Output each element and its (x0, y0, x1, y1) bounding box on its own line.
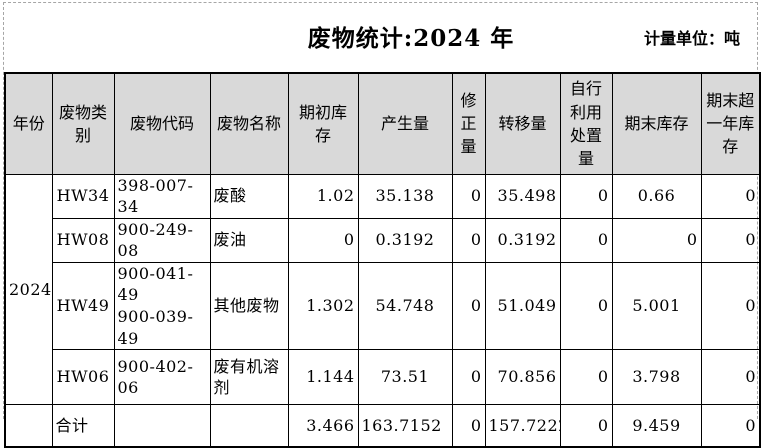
cell-corrected[interactable]: 0 (451, 349, 486, 406)
cell-closing[interactable]: 0.66 (611, 173, 702, 219)
year-cell[interactable]: 2024 (4, 173, 53, 406)
cell-self-disposed[interactable]: 0 (559, 261, 613, 351)
empty-name-cell[interactable] (209, 404, 289, 448)
cell-generated[interactable]: 54.748 (357, 261, 453, 351)
col-header-code[interactable]: 废物代码 (113, 72, 211, 175)
cell-generated[interactable]: 73.51 (357, 349, 453, 406)
total-opening[interactable]: 3.466 (287, 404, 359, 448)
cell-category[interactable]: HW06 (51, 349, 115, 406)
total-closing[interactable]: 9.459 (611, 404, 702, 448)
cell-transferred[interactable]: 51.049 (484, 261, 561, 351)
cell-category[interactable]: HW34 (51, 173, 115, 219)
total-over-one-year[interactable]: 0 (700, 404, 761, 448)
cell-closing[interactable]: 0 (611, 217, 702, 263)
col-header-closing-stock[interactable]: 期末库存 (611, 72, 702, 175)
col-header-over-one-year[interactable]: 期末超 一年库 存 (700, 72, 761, 175)
col-header-category[interactable]: 废物类 别 (51, 72, 115, 175)
cell-name[interactable]: 废有机溶剂 (209, 349, 289, 406)
col-header-opening-stock[interactable]: 期初库 存 (287, 72, 359, 175)
cell-code[interactable]: 900-041-49 900-039-49 (113, 261, 211, 351)
cell-self-disposed[interactable]: 0 (559, 173, 613, 219)
col-header-self-disposed[interactable]: 自行 利用 处置 量 (559, 72, 613, 175)
cell-over-one-year[interactable]: 0 (700, 349, 761, 406)
cell-category[interactable]: HW08 (51, 217, 115, 263)
cell-over-one-year[interactable]: 0 (700, 261, 761, 351)
cell-opening[interactable]: 1.144 (287, 349, 359, 406)
cell-name[interactable]: 其他废物 (209, 261, 289, 351)
cell-code[interactable]: 398-007-34 (113, 173, 211, 219)
cell-over-one-year[interactable]: 0 (700, 217, 761, 263)
table-row: 2024 HW34 398-007-34 废酸 1.02 35.138 0 35… (4, 173, 761, 406)
cell-opening[interactable]: 1.02 (287, 173, 359, 219)
cell-name[interactable]: 废油 (209, 217, 289, 263)
total-generated[interactable]: 163.7152 (357, 404, 453, 448)
cell-code[interactable]: 900-249-08 (113, 217, 211, 263)
table-row: HW08 900-249-08 废油 0 0.3192 0 0.3192 0 0… (5, 217, 761, 263)
table-row: HW06 900-402-06 废有机溶剂 1.144 73.51 0 70.8… (5, 349, 761, 406)
col-header-year[interactable]: 年份 (4, 72, 53, 175)
cell-over-one-year[interactable]: 0 (700, 173, 761, 219)
cell-generated[interactable]: 0.3192 (357, 217, 453, 263)
table-row: HW49 900-041-49 900-039-49 其他废物 1.302 54… (5, 261, 761, 351)
empty-year-cell[interactable] (4, 404, 53, 448)
unit-label: 计量单位：吨 (643, 29, 740, 48)
header-row: 年份 废物类 别 废物代码 废物名称 期初库 存 产生量 修 正 量 转移量 自… (4, 72, 761, 175)
cell-corrected[interactable]: 0 (451, 173, 486, 219)
cell-opening[interactable]: 1.302 (287, 261, 359, 351)
cell-self-disposed[interactable]: 0 (559, 349, 613, 406)
cell-closing[interactable]: 5.001 (611, 261, 702, 351)
col-header-name[interactable]: 废物名称 (209, 72, 289, 175)
col-header-corrected[interactable]: 修 正 量 (451, 72, 486, 175)
total-row: 合计 3.466 163.7152 0 157.7222 0 9.459 0 (4, 404, 761, 448)
cell-generated[interactable]: 35.138 (357, 173, 453, 219)
cell-transferred[interactable]: 70.856 (484, 349, 561, 406)
page-title: 废物统计:2024 年 (307, 25, 515, 52)
empty-code-cell[interactable] (113, 404, 211, 448)
cell-corrected[interactable]: 0 (451, 217, 486, 263)
col-header-generated[interactable]: 产生量 (357, 72, 453, 175)
col-header-transferred[interactable]: 转移量 (484, 72, 561, 175)
cell-closing[interactable]: 3.798 (611, 349, 702, 406)
total-self-disposed[interactable]: 0 (559, 404, 613, 448)
cell-name[interactable]: 废酸 (209, 173, 289, 219)
cell-self-disposed[interactable]: 0 (559, 217, 613, 263)
cell-code[interactable]: 900-402-06 (113, 349, 211, 406)
cell-transferred[interactable]: 35.498 (484, 173, 561, 219)
total-corrected[interactable]: 0 (451, 404, 486, 448)
cell-category[interactable]: HW49 (51, 261, 115, 351)
cell-opening[interactable]: 0 (287, 217, 359, 263)
cell-corrected[interactable]: 0 (451, 261, 486, 351)
cell-transferred[interactable]: 0.3192 (484, 217, 561, 263)
total-label-cell[interactable]: 合计 (51, 404, 115, 448)
waste-statistics-table: 年份 废物类 别 废物代码 废物名称 期初库 存 产生量 修 正 量 转移量 自… (4, 72, 761, 448)
total-transferred[interactable]: 157.7222 (484, 404, 561, 448)
